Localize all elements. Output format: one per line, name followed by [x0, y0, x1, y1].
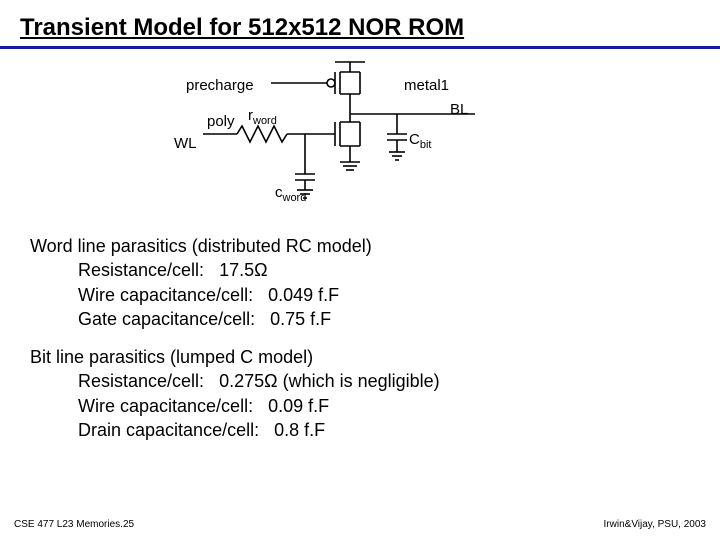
wordline-heading: Word line parasitics (distributed RC mod…: [30, 234, 690, 258]
circuit-svg: [175, 54, 495, 219]
bitline-draincap: Drain capacitance/cell: 0.8 f.F: [30, 418, 690, 442]
slide-title: Transient Model for 512x512 NOR ROM: [20, 14, 700, 42]
wordline-resistance: Resistance/cell: 17.5Ω: [30, 258, 690, 282]
wordline-section: Word line parasitics (distributed RC mod…: [0, 234, 720, 331]
bitline-heading: Bit line parasitics (lumped C model): [30, 345, 690, 369]
footer-right: Irwin&Vijay, PSU, 2003: [604, 519, 706, 530]
wordline-wirecap: Wire capacitance/cell: 0.049 f.F: [30, 283, 690, 307]
circuit-diagram: precharge poly rword WL metal1 BL Cbit c…: [0, 49, 720, 224]
circuit-svg-container: [175, 54, 495, 224]
bitline-wirecap: Wire capacitance/cell: 0.09 f.F: [30, 394, 690, 418]
footer-left: CSE 477 L23 Memories.25: [14, 519, 134, 530]
bitline-section: Bit line parasitics (lumped C model) Res…: [0, 345, 720, 442]
wordline-gatecap: Gate capacitance/cell: 0.75 f.F: [30, 307, 690, 331]
footer: CSE 477 L23 Memories.25 Irwin&Vijay, PSU…: [14, 519, 706, 530]
title-bar: Transient Model for 512x512 NOR ROM: [0, 0, 720, 49]
bitline-resistance: Resistance/cell: 0.275Ω (which is neglig…: [30, 369, 690, 393]
